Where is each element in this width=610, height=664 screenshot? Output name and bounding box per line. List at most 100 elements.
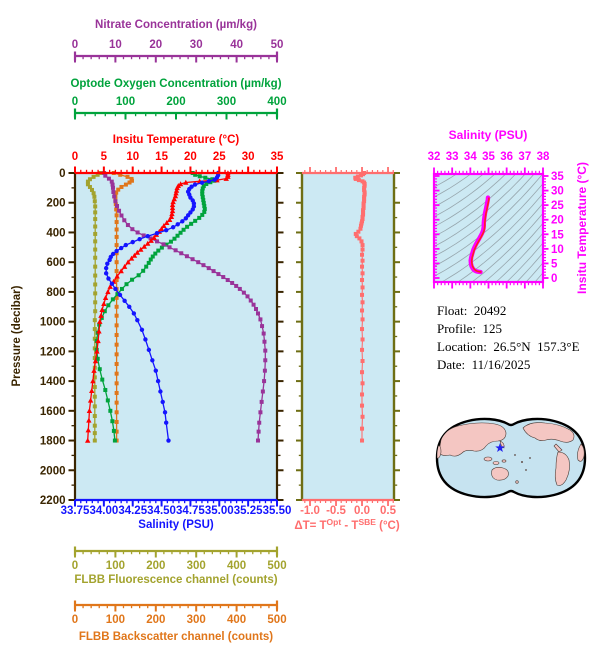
tick-label: 300 — [187, 614, 206, 626]
tick-label: 37 — [518, 151, 531, 163]
data-marker — [202, 206, 207, 211]
density-contour — [434, 174, 535, 257]
tick-label: 200 — [146, 614, 165, 626]
data-marker — [141, 243, 147, 249]
data-marker — [122, 298, 127, 304]
tick-label: 1800 — [40, 436, 66, 448]
fluorescence-axis: 0 100 200 300 400 500 — [72, 546, 287, 572]
data-marker — [353, 231, 358, 236]
data-marker — [114, 333, 119, 338]
data-marker — [362, 192, 367, 197]
data-marker — [105, 289, 111, 295]
data-marker — [360, 264, 365, 269]
data-marker — [114, 220, 119, 225]
data-marker — [193, 218, 198, 223]
data-marker — [102, 295, 109, 301]
data-marker — [164, 219, 170, 225]
data-marker — [155, 378, 161, 384]
tick-label: 400 — [46, 227, 65, 239]
data-marker — [122, 218, 127, 223]
data-marker — [92, 431, 97, 436]
data-marker — [93, 273, 98, 278]
series-salinity — [103, 170, 221, 443]
data-marker — [89, 387, 95, 393]
tick-label: 20 — [184, 151, 197, 163]
data-marker — [105, 398, 110, 403]
data-marker — [93, 309, 98, 314]
data-marker — [360, 414, 365, 419]
data-marker — [114, 304, 119, 309]
tick-label: 0.0 — [354, 505, 370, 517]
tick-label: 0 — [72, 560, 78, 572]
data-marker — [114, 227, 119, 232]
data-marker — [150, 254, 155, 259]
density-contour — [440, 193, 543, 282]
data-marker — [183, 179, 189, 185]
data-marker — [102, 309, 107, 314]
data-marker — [146, 347, 152, 353]
map-se-asia — [483, 456, 493, 462]
data-marker — [360, 258, 365, 263]
data-marker — [188, 210, 193, 215]
data-marker — [141, 233, 146, 238]
data-marker — [92, 375, 97, 380]
data-marker — [115, 292, 120, 297]
data-marker — [358, 173, 363, 178]
density-contour — [471, 213, 543, 282]
data-marker — [196, 260, 201, 265]
tick-label: 15 — [551, 229, 564, 241]
data-marker — [86, 417, 92, 423]
data-marker — [360, 217, 365, 222]
data-marker — [200, 192, 205, 197]
data-marker — [92, 327, 97, 332]
data-marker — [360, 426, 365, 431]
pressure-axis-label: Pressure (decibar) — [11, 285, 23, 386]
data-marker — [234, 283, 239, 288]
data-marker — [134, 249, 141, 255]
tick-label: 400 — [267, 96, 286, 108]
series-temperature — [84, 170, 231, 443]
data-marker — [216, 272, 221, 277]
tick-label: 500 — [267, 614, 286, 626]
data-marker — [114, 410, 119, 415]
map-land — [437, 422, 585, 486]
data-marker — [123, 182, 128, 187]
data-marker — [200, 189, 205, 194]
data-marker — [251, 302, 256, 307]
data-marker — [362, 183, 367, 188]
data-marker — [361, 201, 366, 206]
data-marker — [116, 187, 121, 192]
data-marker — [146, 260, 151, 265]
data-marker — [360, 337, 365, 342]
data-marker — [92, 318, 97, 323]
tick-label: 34.50 — [147, 505, 176, 517]
map-new-guinea — [501, 459, 507, 463]
data-marker — [125, 259, 131, 265]
data-marker — [130, 277, 135, 282]
data-marker — [163, 420, 169, 425]
data-marker — [92, 199, 97, 204]
data-marker — [170, 225, 176, 230]
backscatter-axis: 0 100 200 300 400 500 — [72, 600, 287, 626]
data-marker — [175, 233, 180, 238]
data-marker — [151, 234, 157, 240]
tick-label: 35 — [482, 151, 495, 163]
data-marker — [259, 399, 264, 404]
data-marker — [93, 224, 98, 229]
data-marker — [110, 297, 115, 302]
data-marker — [130, 239, 135, 245]
data-marker — [261, 331, 266, 336]
data-marker — [113, 199, 118, 204]
map-north-america — [522, 422, 575, 443]
data-marker — [111, 190, 116, 195]
tick-label: 0 — [551, 273, 557, 285]
data-marker — [161, 222, 167, 228]
tick-label: 35.00 — [205, 505, 234, 517]
data-marker — [111, 428, 116, 433]
tick-label: 30 — [242, 151, 255, 163]
data-marker — [123, 242, 128, 248]
tick-label: 5 — [101, 151, 108, 163]
map-eurasia — [438, 422, 507, 457]
data-marker — [193, 172, 198, 177]
